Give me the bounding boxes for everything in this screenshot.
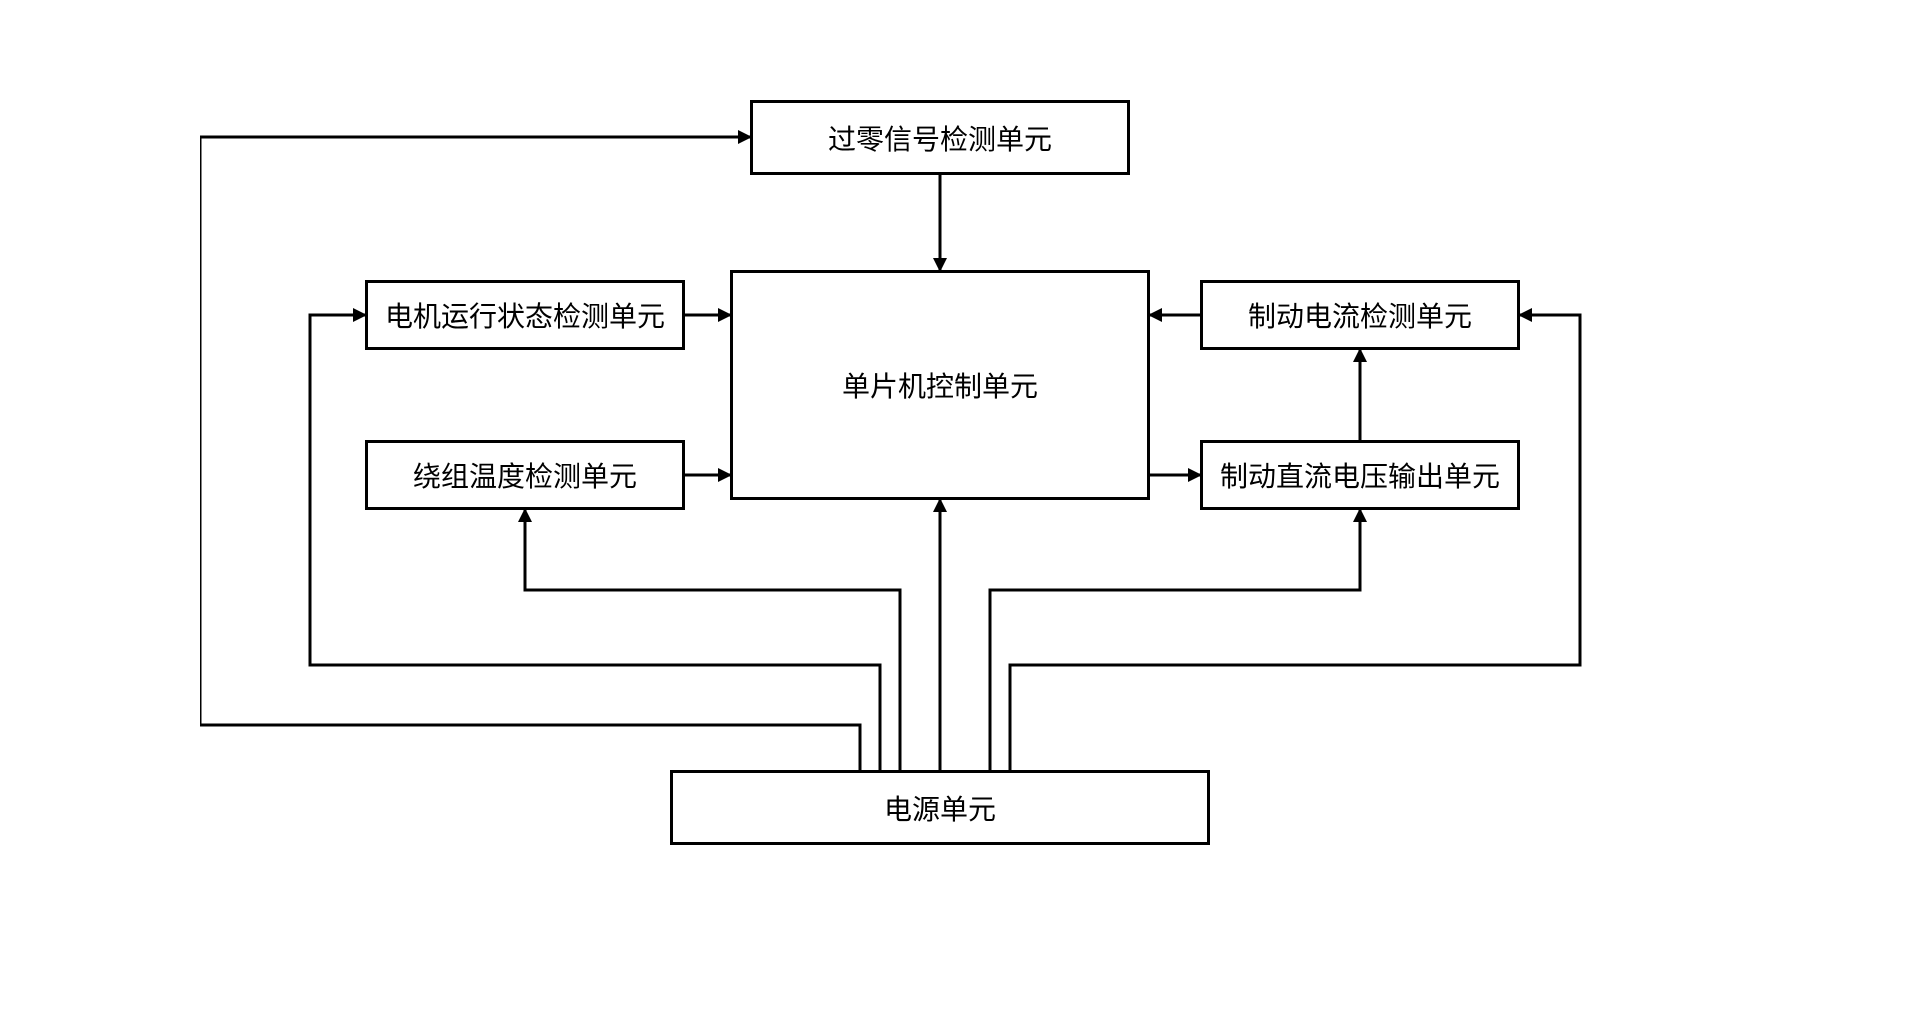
- node-label: 电源单元: [884, 788, 996, 828]
- node-zero-crossing-detection: 过零信号检测单元: [750, 100, 1130, 175]
- node-label: 电机运行状态检测单元: [385, 295, 665, 335]
- node-brake-current-detection: 制动电流检测单元: [1200, 280, 1520, 350]
- node-label: 单片机控制单元: [842, 365, 1038, 405]
- node-label: 制动直流电压输出单元: [1220, 455, 1500, 495]
- node-mcu-control-unit: 单片机控制单元: [730, 270, 1150, 500]
- node-winding-temp-detection: 绕组温度检测单元: [365, 440, 685, 510]
- node-label: 制动电流检测单元: [1248, 295, 1472, 335]
- node-motor-status-detection: 电机运行状态检测单元: [365, 280, 685, 350]
- node-label: 绕组温度检测单元: [413, 455, 637, 495]
- node-power-unit: 电源单元: [670, 770, 1210, 845]
- node-label: 过零信号检测单元: [828, 118, 1052, 158]
- node-brake-dc-voltage-output: 制动直流电压输出单元: [1200, 440, 1520, 510]
- block-diagram: 过零信号检测单元 单片机控制单元 电机运行状态检测单元 绕组温度检测单元 制动电…: [200, 100, 1712, 920]
